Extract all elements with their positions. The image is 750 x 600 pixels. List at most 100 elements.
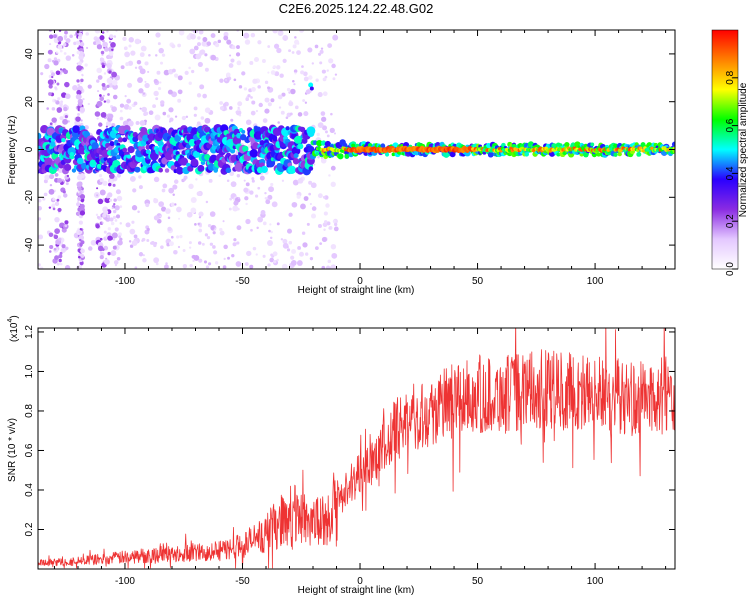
heatmap-cell	[111, 71, 118, 78]
heatmap-cell	[199, 84, 205, 90]
heatmap-cell	[243, 87, 248, 91]
heatmap-cell	[391, 152, 396, 157]
heatmap-cell	[596, 152, 601, 157]
heatmap-cell	[52, 197, 56, 201]
heatmap-cell	[237, 196, 240, 200]
heatmap-cell	[333, 226, 339, 232]
heatmap-cell	[198, 211, 204, 217]
heatmap-cell	[113, 260, 119, 265]
heatmap-cell	[150, 241, 154, 245]
heatmap-cell	[38, 205, 42, 211]
snr-multiplier-exponent: 4	[7, 319, 14, 323]
heatmap-cell	[107, 235, 113, 241]
snr-y-tick-label: 1.2	[24, 325, 35, 339]
heatmap-cell	[243, 32, 250, 39]
heatmap-cell	[157, 86, 162, 91]
heatmap-cell	[96, 79, 100, 83]
heatmap-cell	[53, 234, 59, 240]
heatmap-cell	[63, 69, 68, 75]
heatmap-cell	[77, 212, 80, 215]
heatmap-cell	[223, 31, 229, 37]
heatmap-cell	[270, 182, 274, 187]
heatmap-cell	[162, 111, 167, 116]
heatmap-cell	[279, 30, 283, 33]
heatmap-cell	[214, 43, 220, 48]
heatmap-cell	[113, 198, 117, 202]
heatmap-cell	[249, 264, 254, 269]
heatmap-cell	[54, 228, 60, 234]
heatmap-cell	[112, 84, 118, 90]
heatmap-cell	[159, 61, 164, 65]
heatmap-cell	[87, 84, 92, 89]
heatmap-cell	[134, 66, 138, 69]
heatmap-cell	[190, 158, 199, 167]
heatmap-cell	[76, 181, 83, 188]
heatmap-cell	[61, 244, 66, 249]
heatmap-cell	[119, 109, 123, 113]
heatmap-cell	[129, 175, 136, 182]
heatmap-cell	[77, 200, 80, 203]
heatmap-cell	[60, 100, 64, 104]
colorbar: 0.0 0.2 0.4 0.6 0.8 Normalized spectral ampl…	[711, 29, 749, 276]
heatmap-cell	[106, 77, 113, 84]
heatmap-cell	[133, 101, 138, 106]
heatmap-cell	[294, 39, 300, 45]
heatmap-cell	[331, 252, 338, 259]
heatmap-cell	[332, 77, 336, 81]
heatmap-cell	[264, 108, 270, 114]
heatmap-cell	[103, 209, 109, 215]
snr-x-tick-label: -50	[235, 576, 250, 587]
heatmap-cell	[294, 72, 297, 75]
heatmap-cell	[120, 65, 125, 70]
heatmap-cell	[281, 179, 285, 182]
heatmap-cell	[54, 201, 60, 207]
heatmap-cell	[188, 241, 192, 245]
heatmap-cell	[111, 155, 118, 162]
heatmap-cell	[53, 60, 59, 66]
heatmap-cell	[98, 173, 103, 178]
heatmap-cell	[97, 198, 104, 205]
snr-y-tick-label: 0.4	[24, 483, 35, 497]
heatmap-cell	[69, 34, 73, 39]
heatmap-cell	[245, 119, 252, 126]
heatmap-cell	[194, 223, 197, 226]
heatmap-cell	[323, 228, 326, 232]
heatmap-cell	[79, 238, 82, 242]
heatmap-cell	[177, 43, 181, 48]
heatmap-cell	[145, 144, 151, 150]
heatmap-cell	[48, 250, 52, 253]
heatmap-cell	[129, 244, 134, 248]
heatmap-cell	[236, 45, 240, 49]
heatmap-cell	[190, 196, 197, 203]
heatmap-cell	[282, 58, 287, 63]
heatmap-cell	[59, 68, 63, 71]
heatmap-cell	[107, 93, 110, 96]
heatmap-cell	[244, 262, 249, 266]
heatmap-cell	[59, 262, 63, 266]
heatmap-cell	[321, 69, 326, 74]
heatmap-cell	[204, 107, 211, 114]
heatmap-cell	[270, 253, 274, 257]
heatmap-cell	[236, 174, 241, 178]
heatmap-cell	[106, 30, 109, 33]
heatmap-cell	[291, 249, 297, 254]
heatmap-cell	[613, 152, 618, 157]
heatmap-cell	[208, 178, 213, 183]
heatmap-cell	[96, 194, 99, 197]
heatmap-cell	[204, 67, 209, 72]
heatmap-cell	[116, 195, 123, 202]
heatmap-cell	[331, 63, 336, 69]
heatmap-cell	[122, 36, 127, 42]
heatmap-cell	[159, 215, 162, 218]
spectrogram-y-axis-label: Frequency (Hz)	[7, 116, 18, 185]
heatmap-cell	[323, 220, 328, 224]
heatmap-cell	[198, 258, 203, 263]
heatmap-cell	[188, 183, 194, 190]
heatmap-cell	[71, 168, 77, 173]
heatmap-cell	[251, 179, 255, 183]
heatmap-cell	[237, 101, 243, 107]
heatmap-cell	[84, 125, 89, 130]
spectrogram-axes: -100 -50 0 50 100 -40 -20 0 20 40	[24, 30, 675, 287]
heatmap-cell	[292, 158, 300, 165]
heatmap-cell	[105, 120, 112, 127]
